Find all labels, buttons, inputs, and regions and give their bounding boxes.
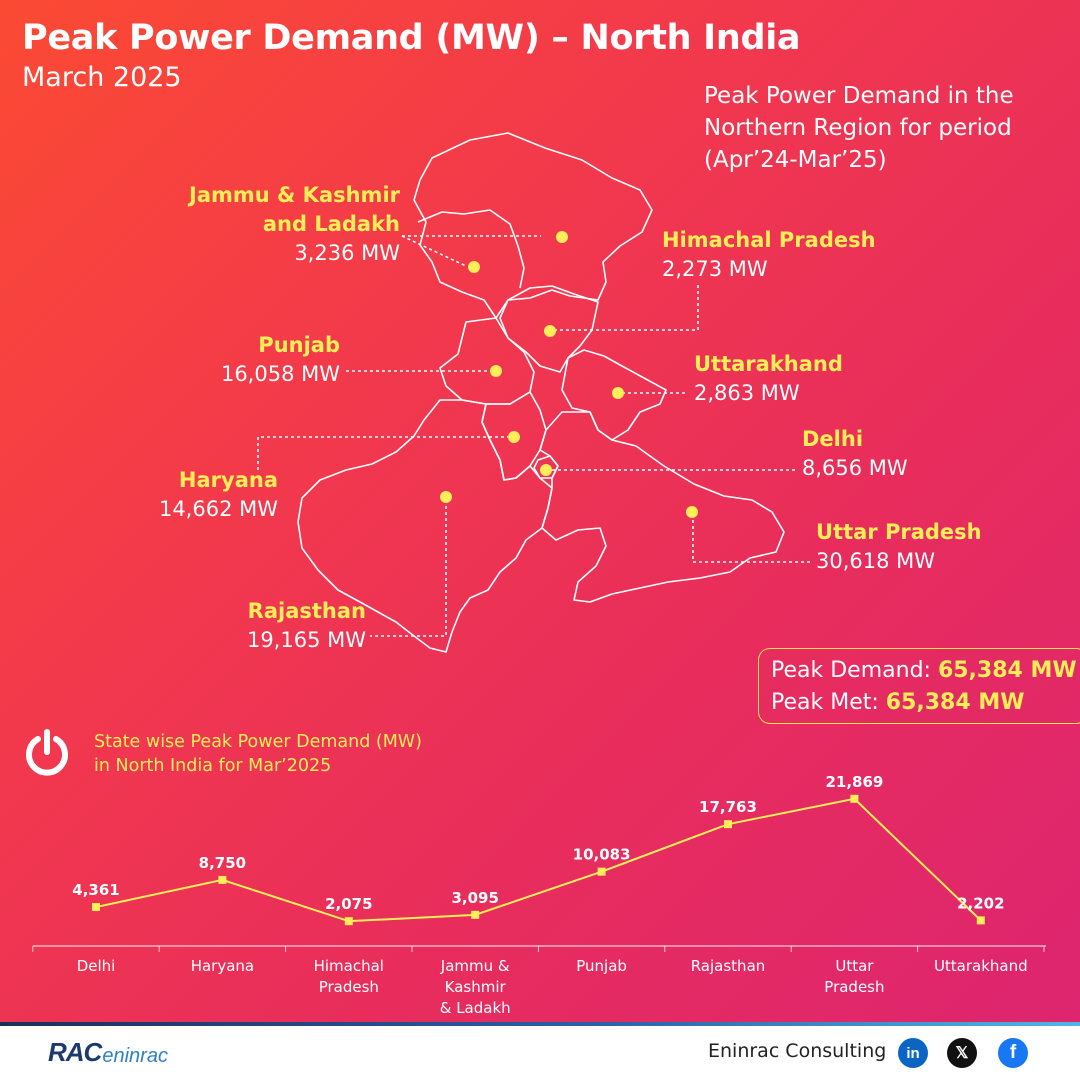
label-dl-value: 8,656 MW [802,456,908,480]
peak-met-value: 65,384 MW [885,690,1025,715]
data-label: 2,075 [325,895,372,913]
data-point [218,875,227,884]
label-punjab: Punjab 16,058 MW [140,331,340,389]
x-tick-label: Jammu & Kashmir & Ladakh [440,957,511,1017]
x-tick-label: Punjab [576,957,627,975]
label-uk-name: Uttarakhand [694,352,843,376]
linkedin-icon[interactable]: in [898,1038,928,1068]
eninrac-logo: RAC eninrac [48,1037,168,1068]
label-dl-name: Delhi [802,427,864,451]
north-india-map [257,132,812,653]
x-tick-label: Haryana [191,957,254,975]
data-label: 21,869 [825,773,883,791]
peak-demand-label: Peak Demand: [771,658,938,683]
footer-accent-strip [0,1022,1080,1026]
chart-caption: State wise Peak Power Demand (MW) in Nor… [94,730,494,778]
x-tick-label: Rajasthan [691,957,766,975]
data-label: 4,361 [72,881,119,899]
leader-up [692,514,812,563]
dot-jammu-kashmir [468,261,480,273]
leader-rj [370,500,447,637]
peak-demand-line-chart: 4,361 Delhi 8,750 Haryana 2,075 Himachal Prade… [72,773,1028,1017]
peak-demand-row: Peak Demand: 65,384 MW [771,655,1080,687]
page-subtitle: March 2025 [22,62,182,93]
leader-jk [401,235,541,267]
dot-punjab [490,365,502,377]
company-name: Eninrac Consulting [708,1040,887,1062]
data-label: 10,083 [573,846,631,864]
map-uttarakhand [561,349,667,441]
dot-ladakh [556,231,568,243]
logo-brand: eninrac [102,1045,168,1067]
label-pb-value: 16,058 MW [220,362,340,386]
leader-hp [548,284,699,331]
data-label: 8,750 [199,854,246,872]
label-rajasthan: Rajasthan 19,165 MW [166,597,366,655]
data-point [344,917,353,926]
chart-caption-line-2: in North India for Mar’2025 [94,756,332,776]
label-hp-value: 2,273 MW [662,257,768,281]
chart-caption-line-1: State wise Peak Power Demand (MW) [94,732,422,752]
dot-himachal [544,325,556,337]
leader-hr [257,436,508,470]
label-hr-name: Haryana [178,468,278,492]
region-note: Peak Power Demand in the Northern Region… [704,80,1074,176]
label-delhi: Delhi 8,656 MW [802,425,908,483]
data-point [850,794,859,803]
region-note-line-2: Northern Region for period [704,115,1012,141]
data-label: 2,202 [957,894,1004,912]
label-hr-value: 14,662 MW [158,497,278,521]
dot-uttar-pradesh [686,506,698,518]
peak-summary-box: Peak Demand: 65,384 MW Peak Met: 65,384 … [758,648,1080,724]
x-tick-label: Uttar Pradesh [824,957,884,996]
map-rajasthan [297,399,553,653]
peak-met-label: Peak Met: [771,690,886,715]
data-label: 3,095 [451,889,498,907]
label-himachal-pradesh: Himachal Pradesh 2,273 MW [662,226,876,284]
label-haryana: Haryana 14,662 MW [120,466,278,524]
label-uttarakhand: Uttarakhand 2,863 MW [694,350,843,408]
data-point [471,910,480,919]
x-tick-label: Delhi [77,957,116,975]
data-point [597,867,606,876]
dot-uttarakhand [612,387,624,399]
label-hp-name: Himachal Pradesh [662,228,876,252]
data-point [976,916,985,925]
x-tick-label: Uttarakhand [934,957,1028,975]
dot-delhi [540,464,552,476]
label-jk-value: 3,236 MW [294,241,400,265]
label-uttar-pradesh: Uttar Pradesh 30,618 MW [816,518,982,576]
dot-haryana [508,431,520,443]
label-rj-name: Rajasthan [247,599,366,623]
label-jk-name-2: and Ladakh [262,212,400,236]
map-jk-inner-border [417,209,525,289]
footer: RAC eninrac Eninrac Consulting in 𝕏 f [0,1026,1080,1080]
label-up-name: Uttar Pradesh [816,520,982,544]
x-icon[interactable]: 𝕏 [947,1038,977,1068]
facebook-icon[interactable]: f [998,1038,1028,1068]
series-line [95,797,982,923]
region-note-line-3: (Apr’24-Mar’25) [704,147,887,173]
infographic-poster: Peak Power Demand (MW) – North India Mar… [0,0,1080,1022]
label-jammu-kashmir-ladakh: Jammu & Kashmir and Ladakh 3,236 MW [150,181,400,268]
label-up-value: 30,618 MW [816,549,936,573]
label-rj-value: 19,165 MW [246,628,366,652]
label-pb-name: Punjab [258,333,340,357]
data-point [724,820,732,829]
data-label: 17,763 [699,798,757,816]
peak-met-row: Peak Met: 65,384 MW [771,687,1080,719]
data-point [92,903,100,912]
x-tick-label: Himachal Pradesh [314,957,384,996]
logo-mark: RAC [48,1037,102,1067]
label-jk-name-1: Jammu & Kashmir [189,183,400,207]
power-icon [26,729,68,776]
region-note-line-1: Peak Power Demand in the [704,83,1014,109]
page-title: Peak Power Demand (MW) – North India [22,18,801,58]
map-jammu-kashmir-ladakh [413,132,653,319]
peak-demand-value: 65,384 MW [937,658,1077,683]
dot-rajasthan [440,491,452,503]
label-uk-value: 2,863 MW [694,381,800,405]
